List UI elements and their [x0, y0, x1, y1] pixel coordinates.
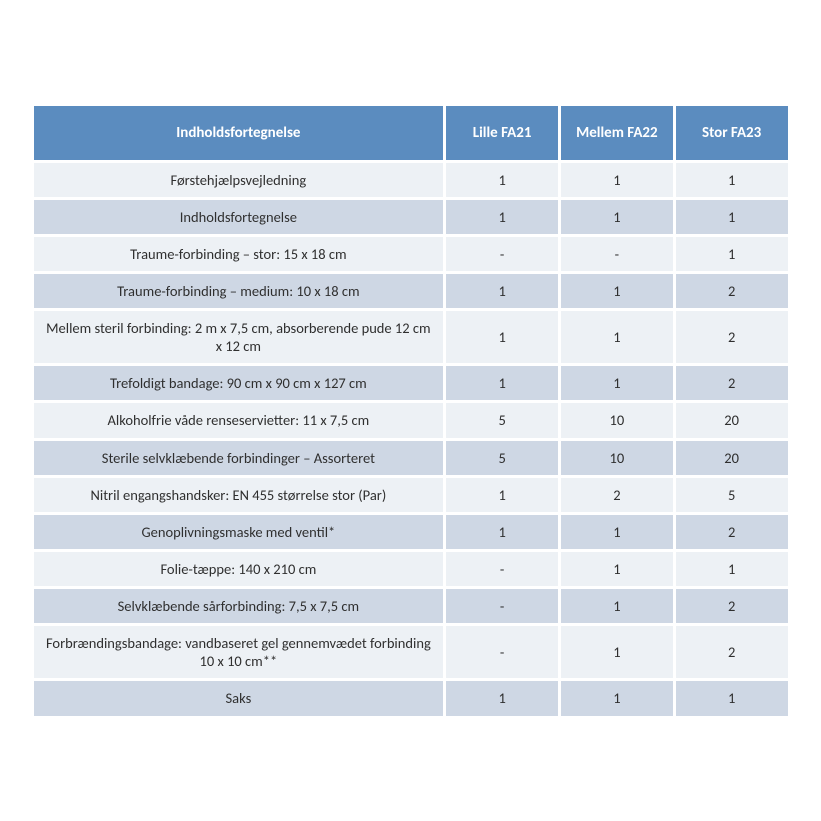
- col-header-lille: Lille FA21: [446, 106, 558, 160]
- table-row: Forbrændingsbandage: vandbaseret gel gen…: [34, 626, 788, 678]
- contents-table: Indholdsfortegnelse Lille FA21 Mellem FA…: [31, 103, 791, 719]
- cell-description: Saks: [34, 681, 444, 715]
- cell-description: Førstehjælpsvejledning: [34, 163, 444, 197]
- cell-value: 1: [446, 274, 558, 308]
- cell-value: 2: [676, 311, 788, 363]
- cell-description: Indholdsfortegnelse: [34, 200, 444, 234]
- cell-value: 1: [676, 552, 788, 586]
- cell-value: 20: [676, 441, 788, 475]
- cell-value: -: [446, 552, 558, 586]
- cell-value: 20: [676, 403, 788, 437]
- cell-value: 2: [676, 626, 788, 678]
- cell-value: 1: [561, 552, 673, 586]
- cell-value: 1: [561, 163, 673, 197]
- cell-description: Alkoholfrie våde renseservietter: 11 x 7…: [34, 403, 444, 437]
- table-row: Genoplivningsmaske med ventil*112: [34, 515, 788, 549]
- cell-value: 1: [561, 311, 673, 363]
- cell-description: Forbrændingsbandage: vandbaseret gel gen…: [34, 626, 444, 678]
- table-row: Folie-tæppe: 140 x 210 cm-11: [34, 552, 788, 586]
- table-row: Førstehjælpsvejledning111: [34, 163, 788, 197]
- cell-value: 2: [676, 589, 788, 623]
- cell-value: 1: [446, 311, 558, 363]
- cell-value: 10: [561, 403, 673, 437]
- cell-value: 1: [446, 478, 558, 512]
- cell-value: 1: [676, 200, 788, 234]
- table-row: Selvklæbende sårforbinding: 7,5 x 7,5 cm…: [34, 589, 788, 623]
- table-row: Saks111: [34, 681, 788, 715]
- cell-value: 10: [561, 441, 673, 475]
- contents-table-container: Indholdsfortegnelse Lille FA21 Mellem FA…: [31, 103, 791, 719]
- cell-value: 1: [561, 274, 673, 308]
- cell-value: 5: [676, 478, 788, 512]
- cell-value: 2: [676, 274, 788, 308]
- cell-description: Selvklæbende sårforbinding: 7,5 x 7,5 cm: [34, 589, 444, 623]
- table-row: Sterile selvklæbende forbindinger – Asso…: [34, 441, 788, 475]
- table-body: Førstehjælpsvejledning111Indholdsfortegn…: [34, 163, 788, 716]
- cell-value: 1: [561, 681, 673, 715]
- cell-value: 1: [676, 163, 788, 197]
- table-header-row: Indholdsfortegnelse Lille FA21 Mellem FA…: [34, 106, 788, 160]
- col-header-description: Indholdsfortegnelse: [34, 106, 444, 160]
- table-row: Nitril engangshandsker: EN 455 størrelse…: [34, 478, 788, 512]
- cell-value: 2: [561, 478, 673, 512]
- table-row: Traume-forbinding – medium: 10 x 18 cm11…: [34, 274, 788, 308]
- cell-description: Traume-forbinding – medium: 10 x 18 cm: [34, 274, 444, 308]
- cell-value: 1: [561, 626, 673, 678]
- cell-value: 1: [446, 200, 558, 234]
- cell-value: -: [446, 237, 558, 271]
- cell-value: -: [446, 589, 558, 623]
- cell-value: -: [446, 626, 558, 678]
- table-row: Indholdsfortegnelse111: [34, 200, 788, 234]
- cell-value: 1: [676, 237, 788, 271]
- cell-description: Folie-tæppe: 140 x 210 cm: [34, 552, 444, 586]
- cell-description: Sterile selvklæbende forbindinger – Asso…: [34, 441, 444, 475]
- cell-value: 5: [446, 441, 558, 475]
- cell-value: 1: [561, 366, 673, 400]
- cell-value: 5: [446, 403, 558, 437]
- cell-description: Traume-forbinding – stor: 15 x 18 cm: [34, 237, 444, 271]
- cell-value: 1: [446, 366, 558, 400]
- cell-description: Mellem steril forbinding: 2 m x 7,5 cm, …: [34, 311, 444, 363]
- table-header: Indholdsfortegnelse Lille FA21 Mellem FA…: [34, 106, 788, 160]
- cell-value: 2: [676, 515, 788, 549]
- col-header-mellem: Mellem FA22: [561, 106, 673, 160]
- cell-description: Trefoldigt bandage: 90 cm x 90 cm x 127 …: [34, 366, 444, 400]
- col-header-stor: Stor FA23: [676, 106, 788, 160]
- cell-value: 1: [446, 163, 558, 197]
- cell-value: 1: [676, 681, 788, 715]
- cell-value: -: [561, 237, 673, 271]
- cell-description: Nitril engangshandsker: EN 455 størrelse…: [34, 478, 444, 512]
- cell-value: 1: [446, 515, 558, 549]
- cell-value: 1: [561, 589, 673, 623]
- cell-value: 2: [676, 366, 788, 400]
- table-row: Traume-forbinding – stor: 15 x 18 cm--1: [34, 237, 788, 271]
- table-row: Trefoldigt bandage: 90 cm x 90 cm x 127 …: [34, 366, 788, 400]
- cell-value: 1: [561, 200, 673, 234]
- cell-description: Genoplivningsmaske med ventil*: [34, 515, 444, 549]
- cell-value: 1: [561, 515, 673, 549]
- table-row: Alkoholfrie våde renseservietter: 11 x 7…: [34, 403, 788, 437]
- cell-value: 1: [446, 681, 558, 715]
- table-row: Mellem steril forbinding: 2 m x 7,5 cm, …: [34, 311, 788, 363]
